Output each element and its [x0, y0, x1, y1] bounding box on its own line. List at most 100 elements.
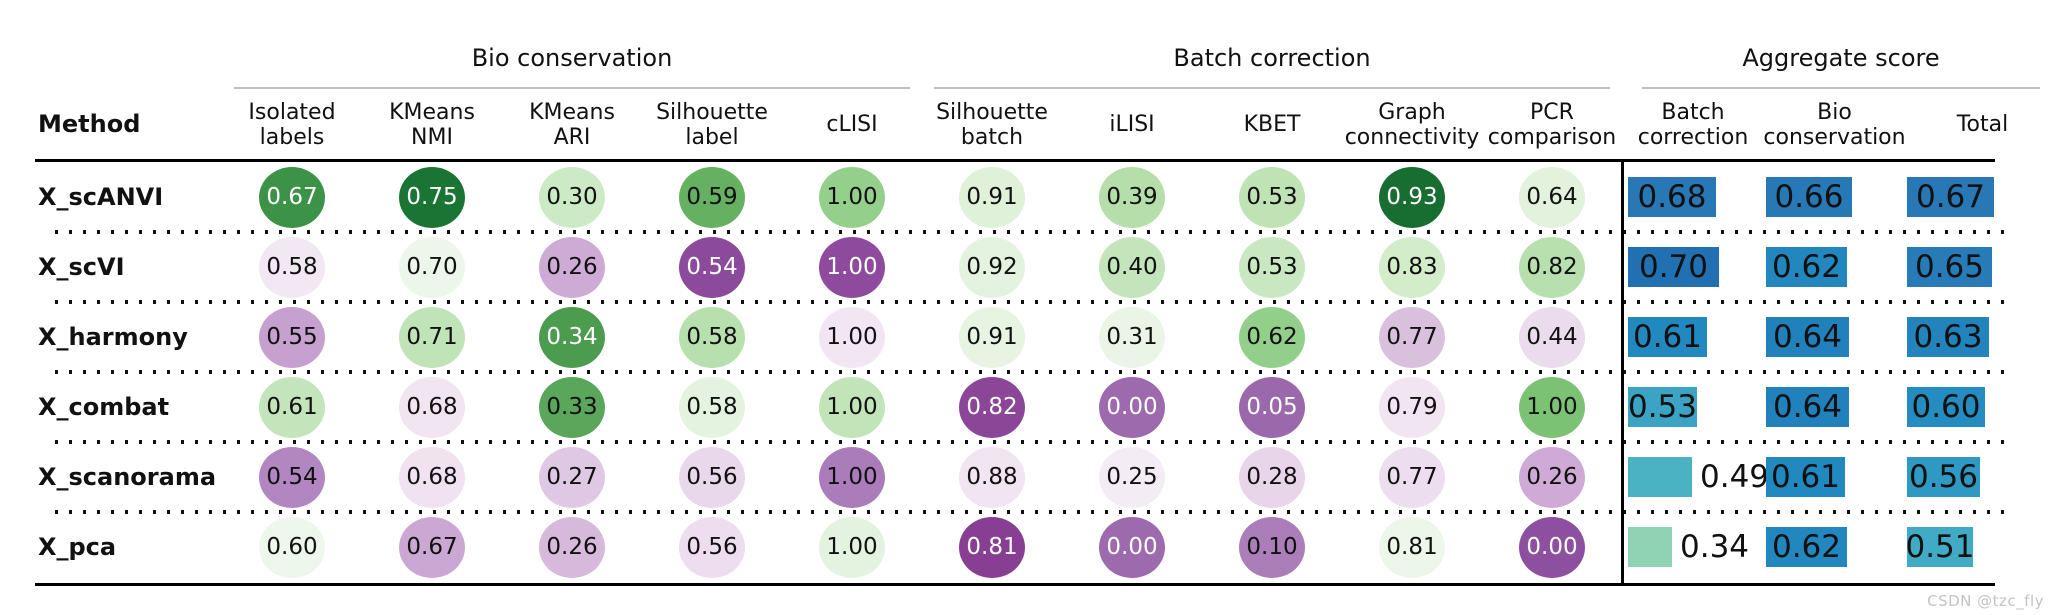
- metric-circle: 0.81: [959, 516, 1025, 578]
- metric-circle: 0.70: [399, 236, 465, 298]
- aggregate-bar: [1628, 527, 1672, 567]
- metric-cell: 0.62: [1202, 302, 1342, 372]
- aggregate-bar: 0.66: [1766, 177, 1852, 217]
- metric-cell: 0.75: [362, 162, 502, 232]
- metric-cell: 0.68: [362, 372, 502, 442]
- metric-circle: 0.68: [399, 376, 465, 438]
- aggregate-bar: 0.68: [1628, 177, 1716, 217]
- metric-circle: 1.00: [819, 376, 885, 438]
- metric-cell: 0.05: [1202, 372, 1342, 442]
- aggregate-cell: 0.70: [1622, 232, 1764, 302]
- metric-cell: 0.81: [922, 512, 1062, 582]
- aggregate-bar: 0.70: [1628, 247, 1719, 287]
- table-row: X_pca 0.60 0.67 0.26 0.56 1.00 0.81 0.00 0.10 0.8…: [0, 512, 2060, 582]
- bottom-border-line: [35, 583, 1995, 586]
- metric-cell: 0.61: [222, 372, 362, 442]
- row-separator-dotted-line: [55, 440, 2012, 444]
- metric-cell: 0.30: [502, 162, 642, 232]
- method-label: X_scanorama: [38, 463, 217, 491]
- metric-cell: 0.54: [222, 442, 362, 512]
- metric-cell: 1.00: [782, 372, 922, 442]
- metric-cell: 0.77: [1342, 442, 1482, 512]
- metric-cell: 1.00: [782, 442, 922, 512]
- metric-cell: 0.33: [502, 372, 642, 442]
- aggregate-bar: 0.62: [1766, 527, 1847, 567]
- table-row: X_harmony 0.55 0.71 0.34 0.58 1.00 0.91 0.31 0.6…: [0, 302, 2060, 374]
- metric-cell: 0.92: [922, 232, 1062, 302]
- metric-circle: 0.00: [1519, 516, 1585, 578]
- metric-cell: 0.26: [1482, 442, 1622, 512]
- metric-cell: 0.91: [922, 162, 1062, 232]
- aggregate-value: 0.56: [1908, 459, 1979, 495]
- method-label: X_harmony: [38, 323, 188, 351]
- metric-circle: 0.40: [1099, 236, 1165, 298]
- table-row: X_combat 0.61 0.68 0.33 0.58 1.00 0.82 0.00 0.05…: [0, 372, 2060, 444]
- metric-circle: 0.58: [679, 376, 745, 438]
- aggregate-cell: 0.62: [1764, 232, 1905, 302]
- metric-cell: 0.28: [1202, 442, 1342, 512]
- aggregate-bar: 0.53: [1628, 387, 1697, 427]
- group-label: Bio conservation: [471, 44, 673, 72]
- row-separator-dotted-line: [55, 510, 2012, 514]
- group-label: Batch correction: [1173, 44, 1371, 72]
- aggregate-cell: 0.51: [1905, 512, 2060, 582]
- aggregate-value: 0.63: [1913, 319, 1983, 355]
- metric-circle: 0.92: [959, 236, 1025, 298]
- metric-circle: 0.79: [1379, 376, 1445, 438]
- metric-circle: 0.62: [1239, 306, 1305, 368]
- metric-circle: 0.64: [1519, 166, 1585, 228]
- metric-cell: 0.00: [1482, 512, 1622, 582]
- metric-circle: 0.88: [959, 446, 1025, 508]
- metric-cell: 0.91: [922, 302, 1062, 372]
- aggregate-bar: 0.63: [1907, 317, 1989, 357]
- aggregate-bar: 0.51: [1905, 527, 1975, 567]
- metric-circle: 0.26: [1519, 446, 1585, 508]
- metric-circle: 0.00: [1099, 376, 1165, 438]
- metric-circle: 0.82: [959, 376, 1025, 438]
- metric-circle: 0.54: [259, 446, 325, 508]
- metric-circle: 0.28: [1239, 446, 1305, 508]
- aggregate-value: 0.62: [1771, 249, 1842, 285]
- metric-cell: 0.67: [362, 512, 502, 582]
- aggregate-value: 0.61: [1770, 459, 1841, 495]
- metric-circle: 1.00: [819, 446, 885, 508]
- metric-circle: 0.39: [1099, 166, 1165, 228]
- metric-circle: 1.00: [1519, 376, 1585, 438]
- metric-cell: 1.00: [782, 512, 922, 582]
- metric-cell: 1.00: [782, 232, 922, 302]
- aggregate-value: 0.65: [1914, 249, 1985, 285]
- metric-circle: 0.05: [1239, 376, 1305, 438]
- metric-cell: 0.81: [1342, 512, 1482, 582]
- metric-circle: 0.67: [259, 166, 325, 228]
- metric-cell: 0.82: [922, 372, 1062, 442]
- metric-cell: 0.39: [1062, 162, 1202, 232]
- metric-cell: 0.53: [1202, 162, 1342, 232]
- metric-circle: 0.93: [1379, 166, 1445, 228]
- metric-circle: 0.00: [1099, 516, 1165, 578]
- metric-circle: 0.67: [399, 516, 465, 578]
- aggregate-column-header: Bio conservation: [1763, 99, 1906, 150]
- metric-circle: 0.59: [679, 166, 745, 228]
- metric-circle: 0.54: [679, 236, 745, 298]
- metric-column-header: KMeans ARI: [529, 99, 615, 150]
- aggregate-cell: 0.64: [1764, 372, 1905, 442]
- metric-cell: 0.70: [362, 232, 502, 302]
- metric-cell: 0.58: [642, 302, 782, 372]
- method-column-header: Method: [38, 110, 141, 139]
- metric-circle: 0.53: [1239, 236, 1305, 298]
- table-row: X_scVI 0.58 0.70 0.26 0.54 1.00 0.92 0.40 0.53 0.…: [0, 232, 2060, 304]
- metric-column-header: Graph connectivity: [1344, 99, 1480, 150]
- table-body: X_scANVI 0.67 0.75 0.30 0.59 1.00 0.91 0.39 0.53…: [0, 162, 2060, 582]
- group-header-aggregate-score: Aggregate score: [1622, 34, 2060, 82]
- aggregate-cell: 0.56: [1905, 442, 2060, 512]
- aggregate-value: 0.60: [1911, 389, 1981, 425]
- group-header-batch-correction: Batch correction: [922, 34, 1622, 82]
- metric-cell: 0.26: [502, 512, 642, 582]
- aggregate-bar: [1628, 457, 1692, 497]
- metric-circle: 0.91: [959, 306, 1025, 368]
- metric-cell: 0.54: [642, 232, 782, 302]
- metric-cell: 0.10: [1202, 512, 1342, 582]
- aggregate-bar: 0.60: [1907, 387, 1985, 427]
- metric-cell: 0.25: [1062, 442, 1202, 512]
- aggregate-bar: 0.67: [1907, 177, 1994, 217]
